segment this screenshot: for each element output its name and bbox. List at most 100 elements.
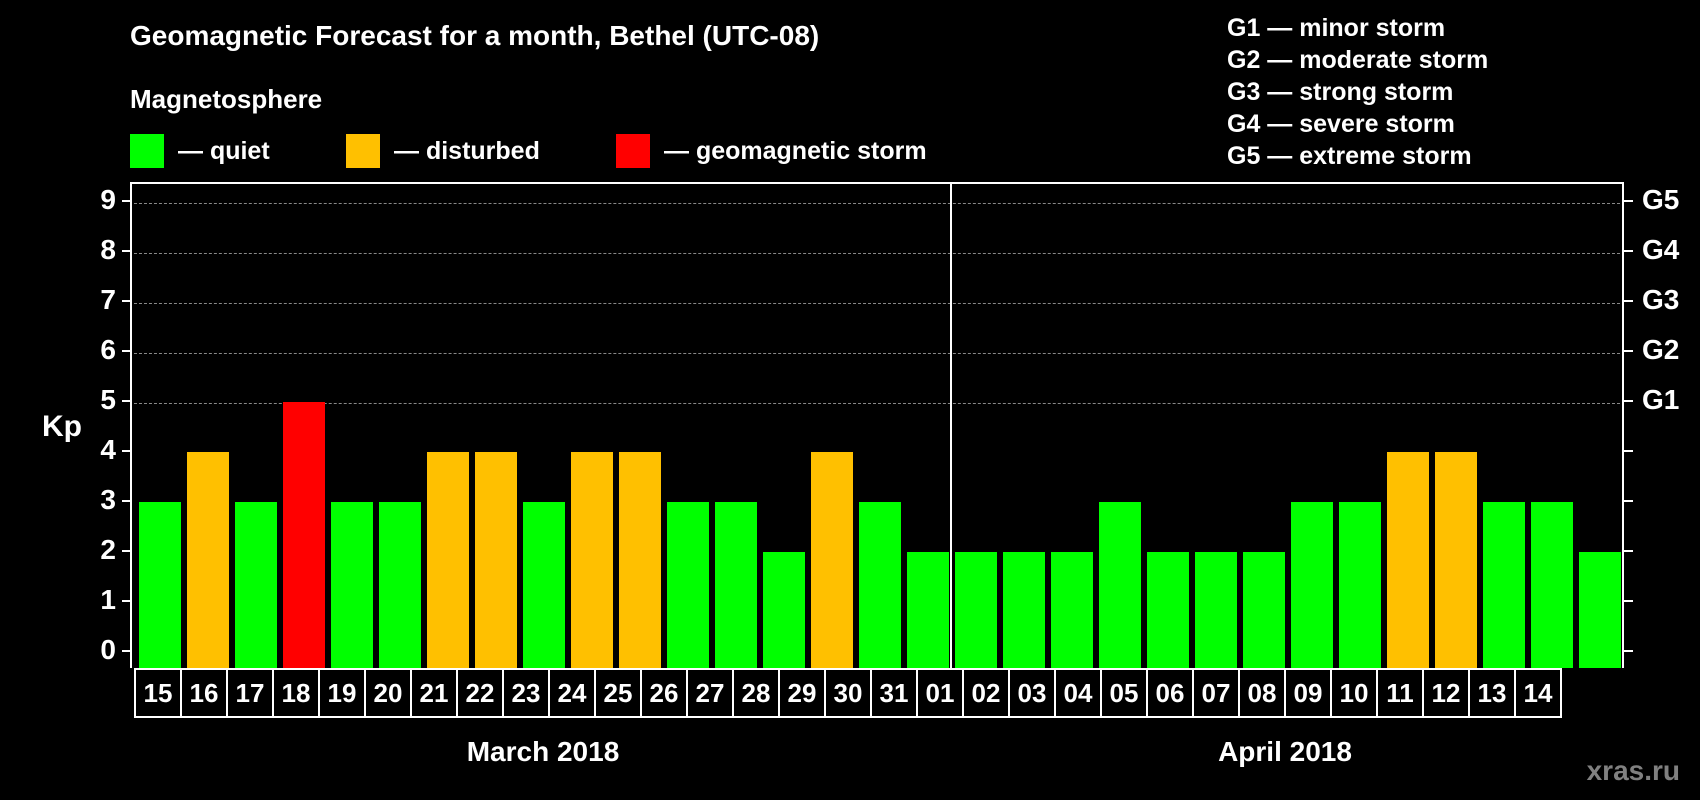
kp-bar [1291,502,1333,668]
kp-bar [859,502,901,668]
legend-disturbed: — disturbed [346,134,540,168]
legend-disturbed-label: — disturbed [394,136,540,165]
y-axis-label: Kp [42,410,82,443]
y-tick [122,250,131,252]
date-cell: 16 [180,670,228,718]
kp-bar [1435,452,1477,668]
g-level-label: G3 [1642,284,1680,315]
kp-bar [667,502,709,668]
kp-bar [907,552,949,668]
date-cell: 08 [1238,670,1286,718]
kp-bar [427,452,469,668]
date-cell: 20 [364,670,412,718]
date-cell: 31 [870,670,918,718]
kp-bar [523,502,565,668]
kp-bar [475,452,517,668]
date-cell: 26 [640,670,688,718]
date-cell: 10 [1330,670,1378,718]
y-tick-right [1624,350,1633,352]
month-divider [950,184,952,668]
kp-bar [1243,552,1285,668]
g2-legend: G2 — moderate storm [1227,46,1489,74]
kp-bar [811,452,853,668]
g-level-label: G5 [1642,184,1680,215]
date-cell: 27 [686,670,734,718]
date-cell: 01 [916,670,964,718]
kp-bar [283,402,325,668]
kp-bar [1483,502,1525,668]
y-tick-label: 4 [100,434,116,465]
kp-bar [331,502,373,668]
y-tick-label: 6 [100,334,116,365]
gridline [134,253,1620,254]
date-cell: 05 [1100,670,1148,718]
date-cell: 23 [502,670,550,718]
date-cell: 14 [1514,670,1562,718]
y-tick [122,300,131,302]
y-tick-right [1624,600,1633,602]
quiet-swatch [130,134,164,168]
y-tick-label: 8 [100,234,116,265]
month-label-april: April 2018 [1218,736,1352,767]
chart-title: Geomagnetic Forecast for a month, Bethel… [130,20,820,51]
y-tick-label: 9 [100,184,116,215]
date-cell: 15 [134,670,182,718]
legend-quiet: — quiet [130,134,270,168]
legend-storm: — geomagnetic storm [616,134,927,168]
kp-bar [1195,552,1237,668]
date-cell: 29 [778,670,826,718]
date-cell: 30 [824,670,872,718]
date-cell: 02 [962,670,1010,718]
disturbed-swatch [346,134,380,168]
y-tick-right [1624,550,1633,552]
g3-legend: G3 — strong storm [1227,78,1454,106]
kp-bar [1099,502,1141,668]
y-tick [122,600,131,602]
kp-bar [1531,502,1573,668]
y-tick [122,650,131,652]
date-cell: 25 [594,670,642,718]
y-tick-right [1624,650,1633,652]
kp-bar [1003,552,1045,668]
y-tick-right [1624,300,1633,302]
kp-bar [1051,552,1093,668]
y-tick-right [1624,400,1633,402]
kp-bar [139,502,181,668]
date-cell: 12 [1422,670,1470,718]
gridline [134,203,1620,204]
date-cell: 13 [1468,670,1516,718]
date-cell: 03 [1008,670,1056,718]
y-tick-label: 5 [100,384,116,415]
legend-storm-label: — geomagnetic storm [664,136,927,165]
storm-swatch [616,134,650,168]
y-tick-label: 1 [100,584,116,615]
y-tick-label: 7 [100,284,116,315]
date-cell: 22 [456,670,504,718]
kp-bar [955,552,997,668]
y-tick [122,550,131,552]
y-tick-right [1624,450,1633,452]
date-cell: 24 [548,670,596,718]
g4-legend: G4 — severe storm [1227,110,1455,138]
y-tick [122,500,131,502]
g-level-label: G4 [1642,234,1680,265]
kp-bar [379,502,421,668]
g-level-label: G1 [1642,384,1680,415]
kp-bar [619,452,661,668]
y-tick [122,450,131,452]
date-cell: 06 [1146,670,1194,718]
y-tick-label: 0 [100,634,116,665]
g1-legend: G1 — minor storm [1227,14,1446,42]
date-axis: 15 16 17 18 19 20 21 22 23 24 25 26 27 28 29 30 31 01 02 03… [134,668,1562,720]
y-tick [122,400,131,402]
g-level-label: G2 [1642,334,1680,365]
y-tick-right [1624,250,1633,252]
kp-bar [1579,552,1621,668]
y-tick [122,350,131,352]
date-cell: 18 [272,670,320,718]
g-scale-legend: G1 — minor storm G2 — moderate storm G3 … [1227,12,1488,172]
y-tick-right [1624,200,1633,202]
y-tick-right [1624,500,1633,502]
date-cell: 11 [1376,670,1424,718]
plot-area [130,182,1624,668]
